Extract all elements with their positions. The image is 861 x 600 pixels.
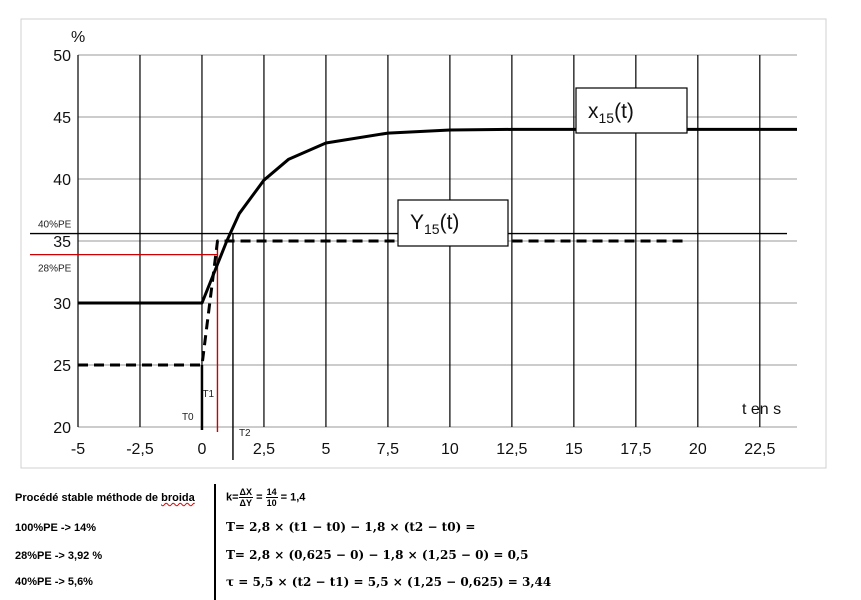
x-tick-label: 12,5: [496, 441, 527, 458]
chart: 20 25 30 35 40 45 50 -5 -2,5 0 2,5 5 7,5 10 12,5 15 17,5…: [20, 18, 827, 469]
reference-vline-label: T2: [239, 428, 251, 439]
annotation-x15-suffix: (t): [614, 100, 634, 123]
note-method-text: Procédé stable méthode de: [15, 492, 162, 504]
x-tick-label: -2,5: [126, 441, 154, 458]
x-tick-label: 10: [441, 441, 459, 458]
note-100pe: 100%PE -> 14%: [15, 522, 97, 534]
note-method-squiggle: broida: [161, 492, 195, 504]
fraction-14-10: 14 10: [265, 487, 278, 508]
svg-text:Y15(t): Y15(t): [410, 211, 459, 237]
annotation-box-frame: [575, 87, 688, 134]
x-axis-label: t en s: [742, 401, 781, 418]
x-tick-label: 20: [689, 441, 707, 458]
y-tick-label: 45: [53, 110, 71, 127]
svg-text:x15(t): x15(t): [588, 100, 634, 126]
annotation-y15-sub: 15: [424, 221, 440, 237]
formula-k-prefix: k=: [226, 491, 239, 504]
x-tick-label: 15: [565, 441, 583, 458]
fraction-numerator: 14: [265, 487, 278, 498]
x-tick-label: -5: [71, 441, 85, 458]
x-tick-label: 22,5: [744, 441, 775, 458]
formula-t-general: T= 2,8 × (t1 − t0) − 1,8 × (t2 − t0) =: [226, 520, 476, 534]
y-axis-label: %: [71, 29, 85, 46]
x-tick-label: 5: [321, 441, 330, 458]
annotation-box-y15: Y15(t): [397, 199, 509, 247]
fraction-numerator: ΔX: [238, 487, 254, 498]
note-40pe: 40%PE -> 5,6%: [15, 576, 93, 588]
reference-hline-label: 40%PE: [38, 220, 72, 231]
note-28pe: 28%PE -> 3,92 %: [15, 550, 103, 562]
fraction-denominator: 10: [266, 498, 277, 508]
y-tick-label: 50: [53, 48, 71, 65]
y-tick-label: 40: [53, 172, 71, 189]
fraction-dx-dy: ΔX ΔY: [238, 487, 254, 508]
formula-tau: τ = 5,5 × (t2 − t1) = 5,5 × (1,25 − 0,62…: [226, 575, 552, 589]
reference-vline-label: T1: [202, 389, 214, 400]
y-tick-label: 20: [53, 420, 71, 437]
x-tick-label: 2,5: [253, 441, 275, 458]
reference-hline-label: 28%PE: [38, 264, 72, 275]
formula-t-values: T= 2,8 × (0,625 − 0) − 1,8 × (1,25 − 0) …: [226, 548, 529, 562]
x-tick-label: 0: [198, 441, 207, 458]
y-tick-label: 25: [53, 358, 71, 375]
formula-k-result: = 1,4: [280, 491, 306, 504]
annotation-x15-base: x: [588, 100, 599, 123]
x-tick-label: 7,5: [377, 441, 399, 458]
y-tick-label: 30: [53, 296, 71, 313]
annotation-y15-base: Y: [410, 211, 424, 234]
fraction-denominator: ΔY: [239, 498, 253, 508]
x-tick-label: 17,5: [620, 441, 651, 458]
notes-panel: Procédé stable méthode de broida 100%PE …: [0, 484, 861, 600]
annotation-y15-suffix: (t): [440, 211, 460, 234]
reference-vline-label: T0: [182, 412, 194, 423]
note-method: Procédé stable méthode de broida: [15, 492, 195, 504]
annotation-box-frame: [397, 199, 509, 247]
annotation-box-x15: x15(t): [575, 87, 688, 134]
annotation-x15-sub: 15: [599, 110, 615, 126]
tick-labels: 20 25 30 35 40 45 50 -5 -2,5 0 2,5 5 7,5 10 12,5 15 17,5…: [53, 48, 775, 458]
formula-k: k= ΔX ΔY = 14 10 = 1,4: [226, 487, 306, 508]
notes-divider: [214, 484, 216, 600]
y-tick-label: 35: [53, 234, 71, 251]
